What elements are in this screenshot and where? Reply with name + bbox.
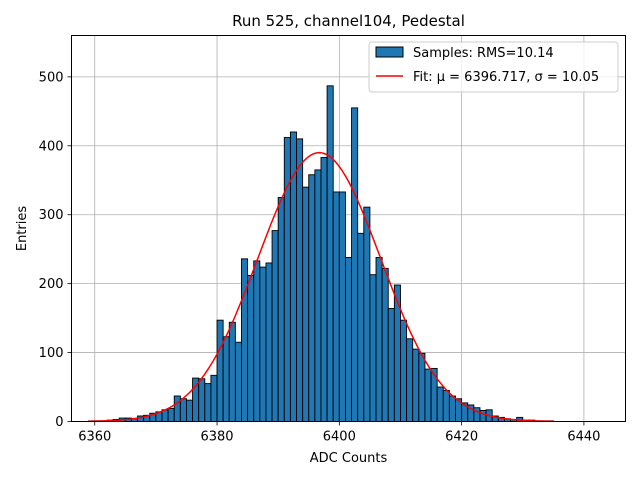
x-tick-label: 6400	[323, 430, 356, 445]
histogram-bar	[406, 338, 414, 422]
histogram-bar	[326, 85, 334, 422]
y-tick-label: 500	[39, 70, 64, 85]
histogram-bar	[418, 352, 426, 422]
histogram-bar	[479, 410, 487, 422]
histogram-bar	[247, 274, 255, 422]
histogram-bar	[234, 341, 242, 422]
histogram-bar	[210, 374, 218, 422]
histogram-bar	[436, 386, 444, 422]
histogram-bar	[363, 206, 371, 422]
histogram-bar	[314, 169, 322, 422]
fit-curve	[88, 151, 554, 423]
histogram-bar	[375, 257, 383, 422]
histogram-bar	[228, 321, 236, 422]
histogram-bars	[88, 85, 554, 422]
histogram-bar	[369, 274, 377, 422]
histogram-bar	[332, 191, 340, 422]
y-tick-label: 300	[39, 208, 64, 223]
histogram-bar	[381, 268, 389, 422]
plot-frame	[71, 35, 626, 422]
legend: Samples: RMS=10.14 Fit: μ = 6396.717, σ …	[368, 41, 619, 93]
legend-box	[368, 41, 619, 93]
histogram-bar	[351, 107, 359, 422]
histogram-bar	[204, 383, 212, 422]
histogram-bar	[192, 377, 200, 422]
histogram-bar	[167, 407, 175, 422]
y-axis-label: Entries	[15, 206, 30, 252]
histogram-bar	[344, 257, 353, 422]
legend-swatch-samples	[375, 46, 404, 58]
histogram-bar	[338, 191, 346, 422]
y-tick-label: 0	[55, 415, 63, 430]
histogram-bar	[424, 368, 432, 422]
histogram-bar	[308, 174, 316, 422]
y-axis-ticks: 0 100 200 300 400 500	[39, 70, 72, 430]
histogram-bar	[179, 398, 187, 422]
histogram-bar	[241, 258, 249, 422]
histogram-bar	[283, 137, 291, 422]
x-axis-ticks: 6360 6380 6400 6420 6440	[78, 421, 600, 445]
histogram-bar	[400, 319, 408, 422]
x-tick-label: 6420	[445, 430, 478, 445]
histogram-bar	[186, 399, 194, 422]
chart-title: Run 525, channel104, Pedestal	[232, 12, 465, 30]
y-tick-label: 200	[39, 277, 64, 292]
histogram-bar	[173, 395, 181, 422]
x-tick-label: 6380	[200, 430, 233, 445]
histogram-bar	[387, 308, 395, 422]
histogram-bar	[412, 348, 420, 422]
histogram-bar	[253, 260, 261, 422]
legend-label-fit: Fit: μ = 6396.717, σ = 10.05	[413, 70, 599, 85]
histogram-bar	[357, 232, 365, 422]
x-tick-label: 6360	[78, 430, 111, 445]
histogram-bar	[320, 157, 328, 422]
histogram-bar	[265, 262, 273, 422]
x-tick-label: 6440	[567, 430, 600, 445]
histogram-bar	[302, 186, 310, 422]
histogram-bar	[259, 266, 267, 422]
histogram-bar	[198, 378, 206, 422]
histogram-bar	[448, 395, 456, 422]
histogram-bar	[442, 390, 450, 422]
legend-label-samples: Samples: RMS=10.14	[413, 46, 554, 61]
histogram-bar	[216, 319, 224, 422]
y-tick-label: 100	[39, 346, 64, 361]
histogram-bar	[271, 230, 279, 422]
histogram-bar	[222, 336, 230, 422]
y-tick-label: 400	[39, 139, 64, 154]
histogram-bar	[296, 138, 304, 422]
histogram-bar	[277, 197, 285, 422]
x-axis-label: ADC Counts	[310, 451, 388, 466]
